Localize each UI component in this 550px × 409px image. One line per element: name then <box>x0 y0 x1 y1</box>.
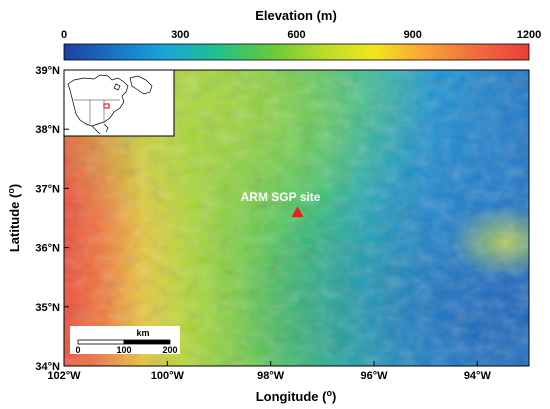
y-axis-label: Latitude (o) <box>6 184 22 252</box>
y-axis-tick-label: 37°N <box>35 183 60 195</box>
colorbar: 0 300 600 900 1200 <box>61 29 541 61</box>
x-axis-tick-label: 94°W <box>464 370 492 382</box>
y-axis-tick-label: 39°N <box>35 65 60 77</box>
y-axis-tick-label: 34°N <box>35 361 60 373</box>
inset-locator-map <box>63 69 175 137</box>
x-axis-tick-label: 98°W <box>257 370 285 382</box>
colorbar-tick-label: 300 <box>171 29 189 41</box>
x-axis-label: Longitude (o) <box>256 388 337 404</box>
x-axis-ticks: 102°W 100°W 98°W 96°W 94°W <box>47 361 491 382</box>
map-frame <box>63 69 530 367</box>
scale-bar-label-0: 0 <box>75 345 80 355</box>
scale-bar-segment-white <box>77 339 125 345</box>
y-axis-tick-label: 38°N <box>35 124 60 136</box>
scale-bar-label-200: 200 <box>162 345 177 355</box>
x-axis-tick-label: 102°W <box>47 370 81 382</box>
y-axis-ticks: 39°N 38°N 37°N 36°N 35°N 34°N <box>35 65 69 373</box>
colorbar-tick-label: 600 <box>287 29 305 41</box>
inset-coastline <box>67 74 153 135</box>
colorbar-tick-label: 1200 <box>517 29 541 41</box>
scale-bar-unit: km <box>136 328 149 338</box>
colorbar-title: Elevation (m) <box>255 8 337 23</box>
elevation-map: ARM SGP site <box>64 70 529 366</box>
x-axis-tick-label: 100°W <box>151 370 185 382</box>
colorbar-bar <box>63 43 530 61</box>
inset-study-area-box <box>103 103 110 109</box>
scale-bar-segment-black <box>123 339 171 345</box>
y-axis-tick-label: 35°N <box>35 302 60 314</box>
scale-bar: km 0 100 200 <box>70 326 180 355</box>
colorbar-tick-label: 0 <box>61 29 67 41</box>
site-marker-triangle <box>291 206 304 218</box>
colorbar-tick-label: 900 <box>404 29 422 41</box>
y-axis-tick-label: 36°N <box>35 243 60 255</box>
scale-bar-label-100: 100 <box>116 345 131 355</box>
colorbar-ticks: 0 300 600 900 1200 <box>61 29 541 41</box>
site-label: ARM SGP site <box>241 190 321 204</box>
x-axis-tick-label: 96°W <box>360 370 388 382</box>
